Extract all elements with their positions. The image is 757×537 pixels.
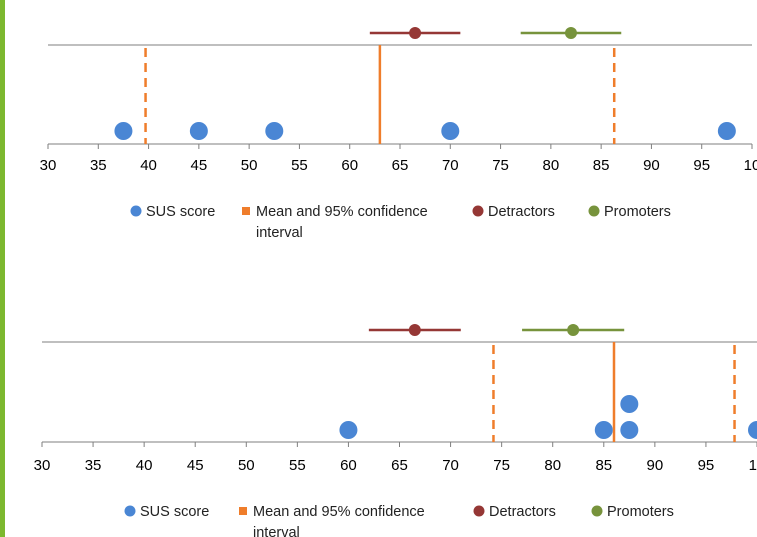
x-tick-label: 30 [34,457,51,474]
x-tick-label: 90 [647,457,664,474]
legend-sus-label: SUS score [146,204,215,220]
accent-bar [0,0,5,537]
legend-mean-label: Mean and 95% confidence [256,204,428,220]
sus-score-point [265,122,284,140]
legend-detractors-label: Detractors [489,504,556,520]
x-tick-label: 80 [544,457,561,474]
legend-mean-label-2: interval [253,525,300,537]
x-tick-label: 70 [442,157,459,174]
sus-score-point [594,421,613,439]
chart-1: 30 35 40 45 50 55 60 65 70 75 80 85 90 95 10 [40,27,757,174]
sus-score-point [717,122,736,140]
sus-score-point [114,122,133,140]
x-tick-label: 45 [187,457,204,474]
x-tick-label: 60 [340,457,357,474]
x-tick-label: 55 [291,157,308,174]
x-tick-label: 80 [543,157,560,174]
x-tick-label: 55 [289,457,306,474]
legend-detractors-label: Detractors [488,204,555,220]
x-tick-label: 85 [595,457,612,474]
legend-mean-marker [242,207,250,215]
legend-sus-marker [130,205,142,217]
x-tick-label: 95 [693,157,710,174]
x-tick-label: 30 [40,157,57,174]
x-tick-label: 40 [140,157,157,174]
x-tick-label: 85 [593,157,610,174]
sus-score-point [620,421,639,439]
x-tick-label: 70 [442,457,459,474]
x-tick-label: 75 [492,157,509,174]
promoters-point [567,324,580,336]
x-tick-label: 65 [391,457,408,474]
legend-mean-label: Mean and 95% confidence [253,504,425,520]
legend-promoters-label: Promoters [607,504,674,520]
legend-mean-label-2: interval [256,225,303,241]
sus-score-point [189,122,208,140]
legend-mean-marker [239,507,247,515]
x-tick-label: 50 [241,157,258,174]
x-tick-label: 45 [191,157,208,174]
x-tick-label: 90 [643,157,660,174]
legend-1: SUS score Mean and 95% confidence interv… [130,204,671,241]
x-tick-label: 65 [392,157,409,174]
promoters-point [564,27,577,39]
detractors-point [409,27,422,39]
x-tick-label: 40 [136,457,153,474]
legend-detractors-marker [472,205,484,217]
x-tick-label: 10 [744,157,757,174]
legend-promoters-marker [588,205,600,217]
legend-promoters-label: Promoters [604,204,671,220]
legend-promoters-marker [591,505,603,517]
x-tick-label: 60 [341,157,358,174]
legend-detractors-marker [473,505,485,517]
legend-sus-marker [124,505,136,517]
sus-score-point [620,395,639,413]
sus-score-point [441,122,460,140]
x-tick-label: 35 [85,457,102,474]
x-tick-label: 75 [493,457,510,474]
x-tick-label: 35 [90,157,107,174]
legend-sus-label: SUS score [140,504,209,520]
x-tick-label: 10 [749,457,757,474]
sus-score-point [748,421,757,439]
legend-2: SUS score Mean and 95% confidence interv… [124,504,674,537]
sus-score-point [339,421,358,439]
chart-2: 30 35 40 45 50 55 60 65 70 75 80 85 90 95 10 [34,324,757,474]
x-tick-label: 50 [238,457,255,474]
x-tick-label: 95 [698,457,715,474]
detractors-point [408,324,421,336]
